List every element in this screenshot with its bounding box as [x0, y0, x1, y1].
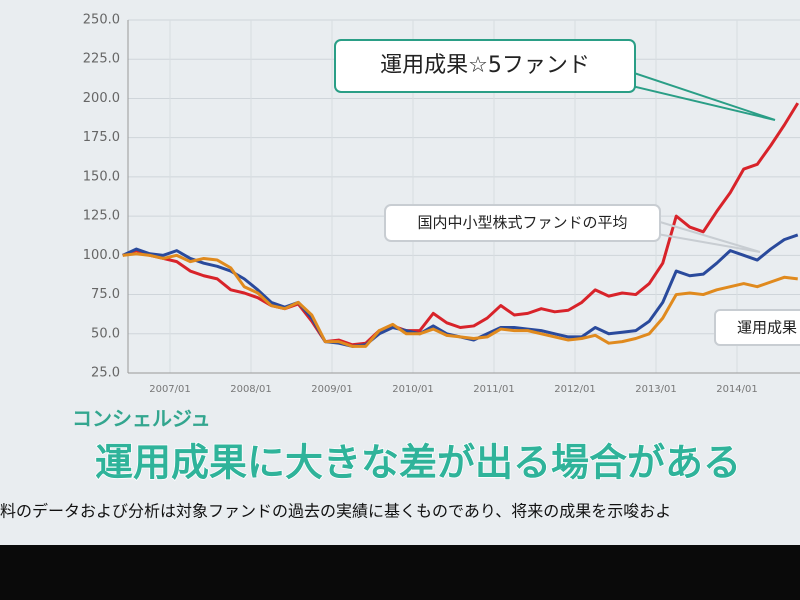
y-tick-label: 175.0 — [83, 130, 120, 145]
x-tick-label: 2010/01 — [392, 384, 434, 395]
y-tick-label: 25.0 — [91, 366, 120, 381]
brand: コンシェルジュ — [72, 407, 211, 431]
x-tick-label: 2008/01 — [230, 384, 272, 395]
x-tick-label: 2011/01 — [473, 384, 515, 395]
y-tick-label: 125.0 — [83, 209, 120, 224]
callout-label: 運用成果☆5ファンド — [380, 53, 590, 78]
x-tick-label: 2014/01 — [716, 384, 758, 395]
y-tick-label: 250.0 — [83, 13, 120, 28]
headline: 運用成果に大きな差が出る場合がある — [95, 441, 741, 485]
bezel — [0, 545, 800, 600]
callout-pointer — [639, 218, 761, 253]
callout-box — [334, 39, 636, 93]
plot: 250.0 225.0 200.0 175.0 150.0 125.0 100.0 75.0 5… — [83, 13, 800, 395]
x-tick-label: 2009/01 — [311, 384, 353, 395]
callout-label: 国内中小型株式ファンドの平均 — [417, 214, 627, 232]
callout-box — [714, 309, 800, 346]
disclaimer: 料のデータおよび分析は対象ファンドの過去の実績に基くものであり、将来の成果を示唆… — [0, 502, 671, 521]
x-tick-label: 2013/01 — [635, 384, 677, 395]
y-tick-label: 75.0 — [91, 287, 120, 302]
callout-box — [384, 204, 661, 242]
x-tick-label: 2007/01 — [149, 384, 191, 395]
y-tick-label: 150.0 — [83, 169, 120, 184]
y-tick-label: 50.0 — [91, 326, 120, 341]
y-tick-label: 100.0 — [83, 248, 120, 263]
series-line — [122, 252, 798, 348]
x-tick-label: 2012/01 — [554, 384, 596, 395]
callout-label: 運用成果 — [737, 319, 797, 337]
y-tick-label: 225.0 — [83, 52, 120, 67]
series-line — [122, 102, 800, 347]
y-tick-label: 200.0 — [83, 91, 120, 106]
callout-pointer — [614, 69, 776, 121]
